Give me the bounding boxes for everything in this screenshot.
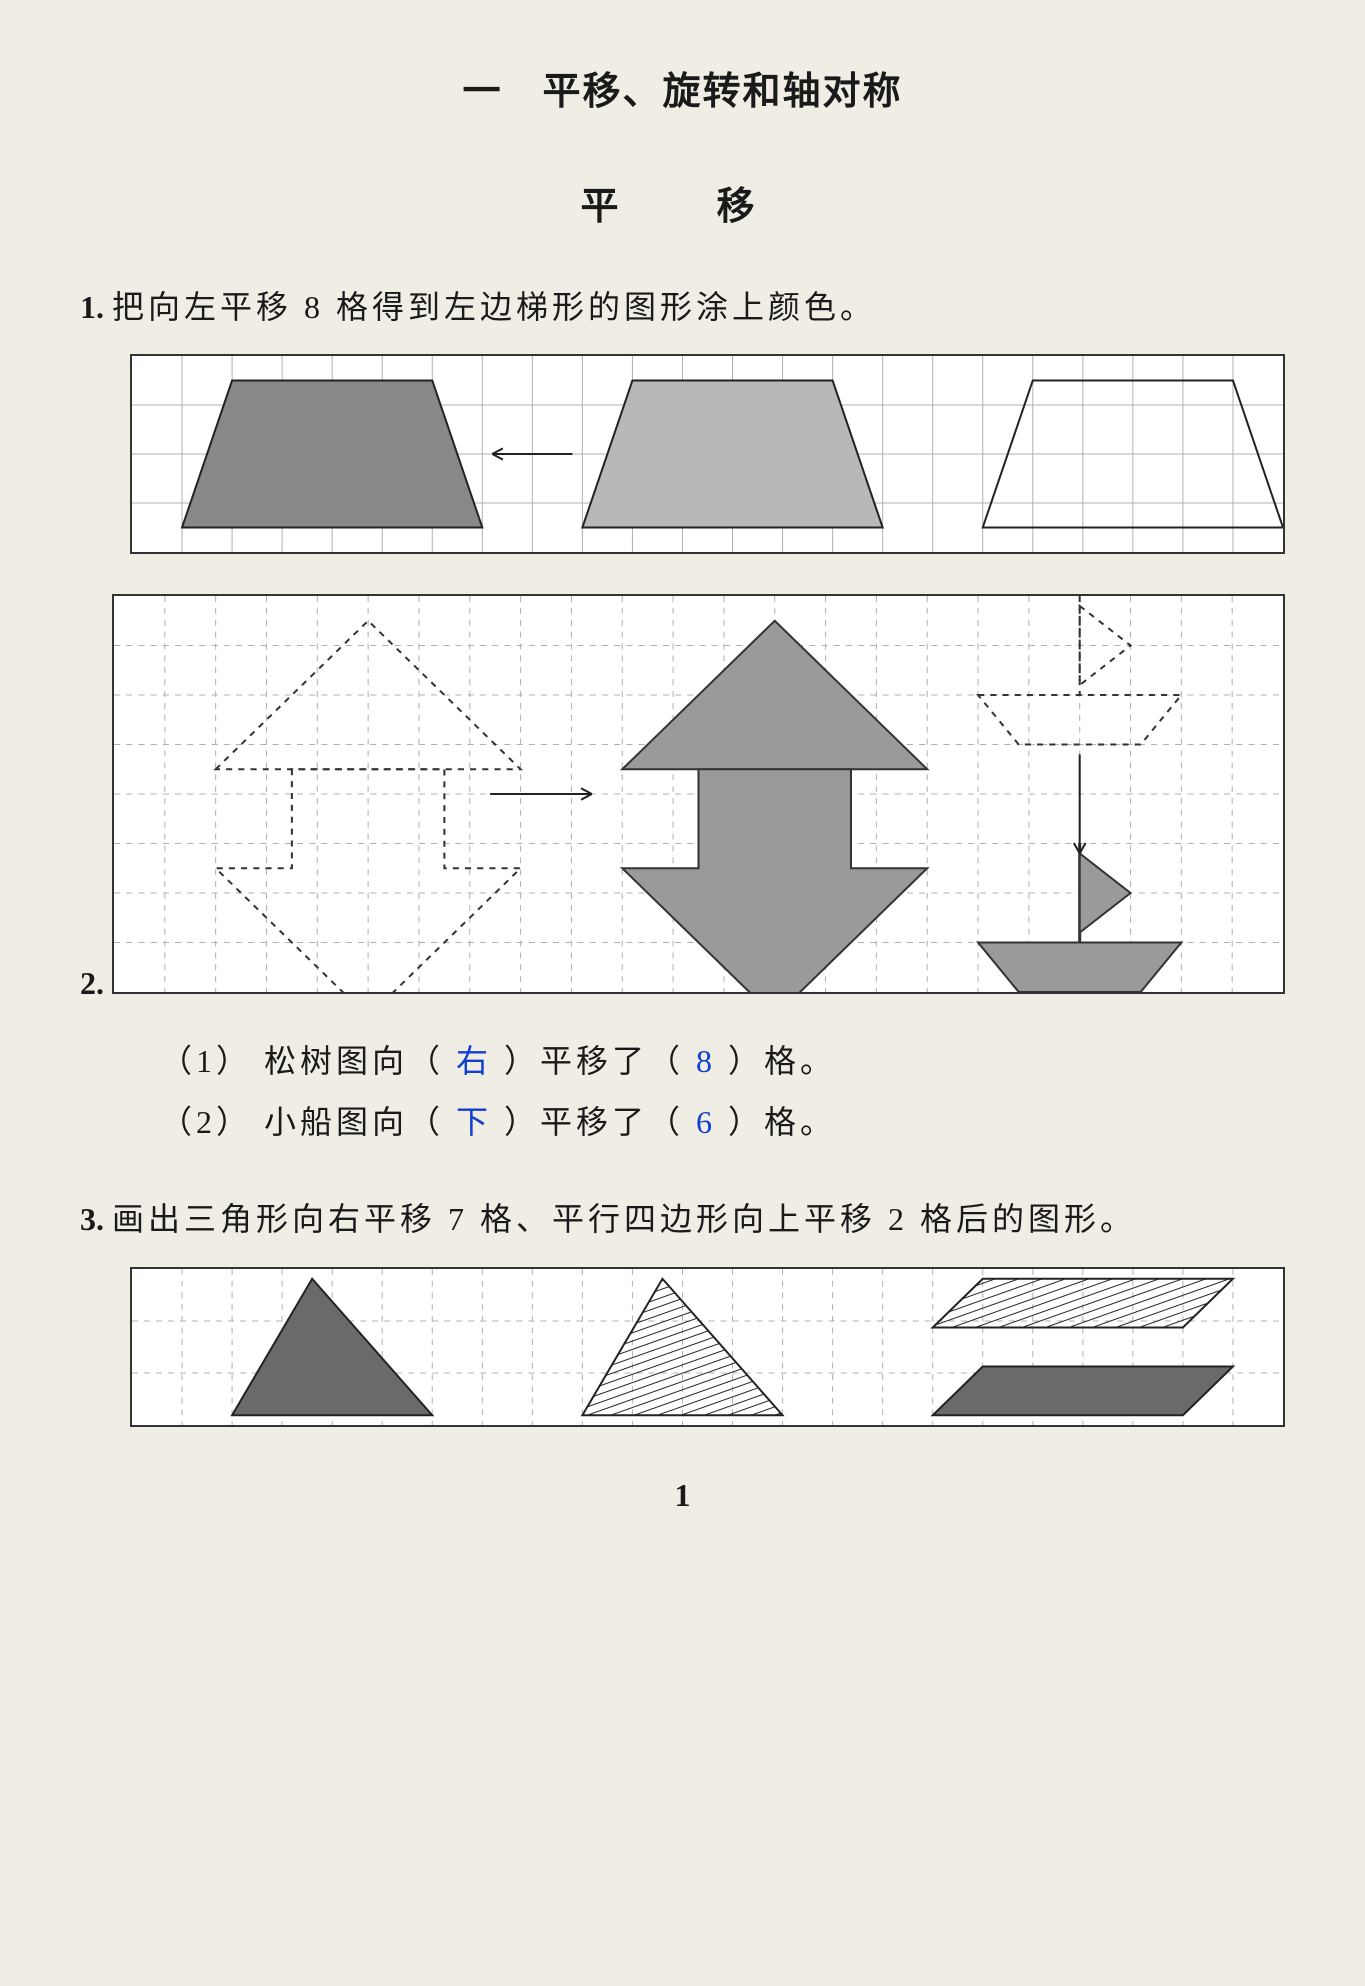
page-number: 1 [80,1477,1285,1514]
problem-1: 1. 把向左平移 8 格得到左边梯形的图形涂上颜色。 [80,280,1285,554]
problem-3-number: 3. [80,1192,104,1246]
sub1-answer-direction: 右 [456,1043,492,1079]
figure-3 [130,1267,1285,1427]
sub1-prefix: （1） 松树图向（ [160,1043,444,1079]
problem-3-text: 画出三角形向右平移 7 格、平行四边形向上平移 2 格后的图形。 [112,1192,1285,1246]
problem-2: 2. （1） 松树图向（ 右 ）平移了（ 8 ）格。 （2） 小船图向（ 下 ）… [80,594,1285,1152]
figure-2 [112,594,1285,994]
sub2-prefix: （2） 小船图向（ [160,1104,444,1140]
sub2-mid: ）平移了（ [504,1104,684,1140]
chapter-title: 一 平移、旋转和轴对称 [80,60,1285,115]
problem-3: 3. 画出三角形向右平移 7 格、平行四边形向上平移 2 格后的图形。 [80,1192,1285,1426]
sub2-answer-direction: 下 [456,1104,492,1140]
figure-1 [130,354,1285,554]
sub2-answer-count: 6 [696,1104,716,1140]
sub2-suffix: ）格。 [728,1104,836,1140]
sub1-mid: ）平移了（ [504,1043,684,1079]
section-title: 平 移 [80,175,1285,230]
problem-1-number: 1. [80,280,104,334]
problem-2-number: 2. [80,956,104,1010]
problem-2-sub-1: （1） 松树图向（ 右 ）平移了（ 8 ）格。 [160,1031,1285,1092]
sub1-answer-count: 8 [696,1043,716,1079]
problem-2-sub-2: （2） 小船图向（ 下 ）平移了（ 6 ）格。 [160,1092,1285,1153]
sub1-suffix: ）格。 [728,1043,836,1079]
problem-1-text: 把向左平移 8 格得到左边梯形的图形涂上颜色。 [112,280,1285,334]
